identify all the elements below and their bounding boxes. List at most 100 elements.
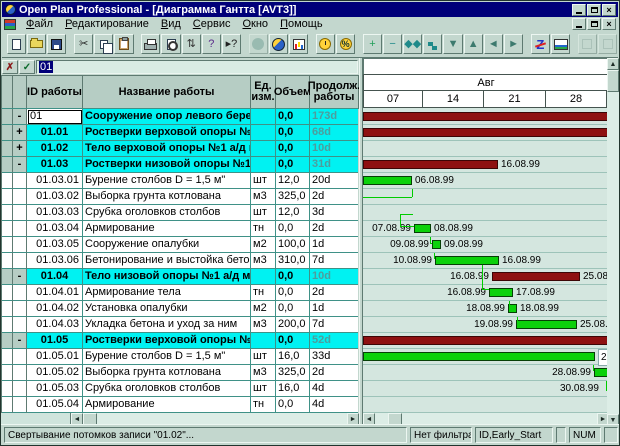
- expand-toggle[interactable]: -: [13, 269, 27, 285]
- expand-toggle[interactable]: [13, 349, 27, 365]
- row-selector[interactable]: [2, 317, 13, 333]
- cell-volume[interactable]: 100,0: [276, 237, 310, 253]
- scroll-up-icon[interactable]: ▲: [607, 58, 619, 70]
- expand-toggle[interactable]: [13, 317, 27, 333]
- cell-name[interactable]: Тело низовой опоры №1 а/д моста: [83, 269, 251, 285]
- table-row-01.05.03[interactable]: 01.05.03 Срубка оголовков столбов шт 16,0 4d: [2, 381, 359, 397]
- zigzag-links-button[interactable]: Z: [530, 34, 550, 54]
- app-icon[interactable]: [5, 4, 16, 15]
- row-selector[interactable]: [2, 253, 13, 269]
- cell-name[interactable]: Бурение столбов D = 1,5 м": [83, 173, 251, 189]
- move-up-button[interactable]: ▲: [463, 34, 483, 54]
- cell-id[interactable]: 01.04.01: [27, 285, 83, 301]
- row-selector[interactable]: [2, 109, 13, 125]
- cut-button[interactable]: ✂: [74, 34, 94, 54]
- expand-toggle[interactable]: [13, 173, 27, 189]
- cell-name[interactable]: Армирование: [83, 221, 251, 237]
- table-row-01.05.04[interactable]: 01.05.04 Армирование тн 0,0 4d: [2, 397, 359, 413]
- cell-volume[interactable]: 0,0: [276, 157, 310, 173]
- cell-duration[interactable]: 33d: [310, 349, 358, 365]
- cell-duration[interactable]: 31d: [310, 157, 358, 173]
- close-button[interactable]: ×: [602, 3, 616, 16]
- cell-volume[interactable]: 0,0: [276, 285, 310, 301]
- cell-volume[interactable]: 0,0: [276, 397, 310, 413]
- cell-name[interactable]: Ростверки верховой опоры №2 а/д: [83, 333, 251, 349]
- cell-id[interactable]: 01.03.03: [27, 205, 83, 221]
- expand-toggle[interactable]: [13, 205, 27, 221]
- table-row-01.05.02[interactable]: 01.05.02 Выборка грунта котлована м3 325,0 2…: [2, 365, 359, 381]
- context-help-button[interactable]: ▸?: [221, 34, 242, 54]
- cell-id[interactable]: 01.04: [27, 269, 83, 285]
- cell-unit[interactable]: шт: [251, 173, 276, 189]
- cell-name[interactable]: Укладка бетона и уход за ним: [83, 317, 251, 333]
- cell-unit[interactable]: м2: [251, 237, 276, 253]
- cell-id[interactable]: 01.05.01: [27, 349, 83, 365]
- cell-duration[interactable]: 4d: [310, 381, 358, 397]
- cell-duration[interactable]: 7d: [310, 317, 358, 333]
- cell-id[interactable]: 01.04.03: [27, 317, 83, 333]
- cell-name[interactable]: Срубка оголовков столбов: [83, 205, 251, 221]
- table-row-01.03.06[interactable]: 01.03.06 Бетонирование и выстойка бетона м…: [2, 253, 359, 269]
- cell-volume[interactable]: 0,0: [276, 141, 310, 157]
- cell-volume[interactable]: 16,0: [276, 381, 310, 397]
- cell-unit[interactable]: тн: [251, 285, 276, 301]
- menu-помощь[interactable]: Помощь: [280, 18, 323, 30]
- task-bar[interactable]: [414, 224, 431, 233]
- cell-duration[interactable]: 1d: [310, 301, 358, 317]
- cell-name[interactable]: Ростверки верховой опоры №1 а/д: [83, 125, 251, 141]
- row-selector[interactable]: [2, 365, 13, 381]
- table-row-01.03.02[interactable]: 01.03.02 Выборка грунта котлована м3 325,0 2…: [2, 189, 359, 205]
- cell-id[interactable]: 01.04.02: [27, 301, 83, 317]
- cell-name[interactable]: Ростверки низовой опоры №1 а/д м: [83, 157, 251, 173]
- minimize-button[interactable]: [572, 3, 586, 16]
- cell-name[interactable]: Сооружение опалубки: [83, 237, 251, 253]
- open-button[interactable]: [27, 34, 47, 54]
- cell-volume[interactable]: 0,0: [276, 301, 310, 317]
- row-selector[interactable]: [2, 333, 13, 349]
- cell-unit[interactable]: м3: [251, 365, 276, 381]
- table-row-01.03.03[interactable]: 01.03.03 Срубка оголовков столбов шт 12,0 3d: [2, 205, 359, 221]
- move-right-button[interactable]: ►: [503, 34, 524, 54]
- task-bar[interactable]: [363, 176, 412, 185]
- cell-unit[interactable]: м3: [251, 189, 276, 205]
- cell-volume[interactable]: 0,0: [276, 269, 310, 285]
- cell-unit[interactable]: тн: [251, 397, 276, 413]
- cell-id[interactable]: 01.02: [27, 141, 83, 157]
- expand-toggle[interactable]: -: [13, 157, 27, 173]
- menu-сервис[interactable]: Сервис: [192, 18, 231, 30]
- cell-unit[interactable]: [251, 109, 276, 125]
- cell-id[interactable]: 01: [27, 109, 83, 125]
- cell-unit[interactable]: [251, 125, 276, 141]
- paste-button[interactable]: [114, 34, 134, 54]
- task-bar[interactable]: [432, 240, 441, 249]
- cell-duration[interactable]: 1d: [310, 237, 358, 253]
- expand-toggle[interactable]: [13, 381, 27, 397]
- print-button[interactable]: [141, 34, 161, 54]
- cell-name[interactable]: Выборка грунта котлована: [83, 365, 251, 381]
- edit-cancel-button[interactable]: ✗: [2, 59, 18, 74]
- views-button[interactable]: [550, 34, 571, 54]
- menu-окно[interactable]: Окно: [242, 18, 269, 30]
- row-selector[interactable]: [2, 349, 13, 365]
- restore-button[interactable]: [587, 3, 601, 16]
- expand-toggle[interactable]: [13, 189, 27, 205]
- menu-файл[interactable]: Файл: [26, 18, 54, 30]
- row-selector[interactable]: [2, 269, 13, 285]
- vscroll-track[interactable]: [607, 92, 619, 414]
- expand-toggle[interactable]: -: [13, 333, 27, 349]
- cell-duration[interactable]: 2d: [310, 365, 358, 381]
- menu-вид[interactable]: Вид: [160, 18, 181, 30]
- cell-id[interactable]: 01.03: [27, 157, 83, 173]
- task-bar[interactable]: [489, 288, 513, 297]
- print-preview-button[interactable]: [161, 34, 181, 54]
- cell-name[interactable]: Сооружение опор левого берега: [83, 109, 251, 125]
- globe-view-button[interactable]: [268, 34, 289, 54]
- summary-bar[interactable]: [363, 128, 609, 137]
- cell-name[interactable]: Тело верховой опоры №1 а/д моста: [83, 141, 251, 157]
- cell-duration[interactable]: 10d: [310, 141, 358, 157]
- expand-toggle[interactable]: [13, 285, 27, 301]
- cell-volume[interactable]: 325,0: [276, 189, 310, 205]
